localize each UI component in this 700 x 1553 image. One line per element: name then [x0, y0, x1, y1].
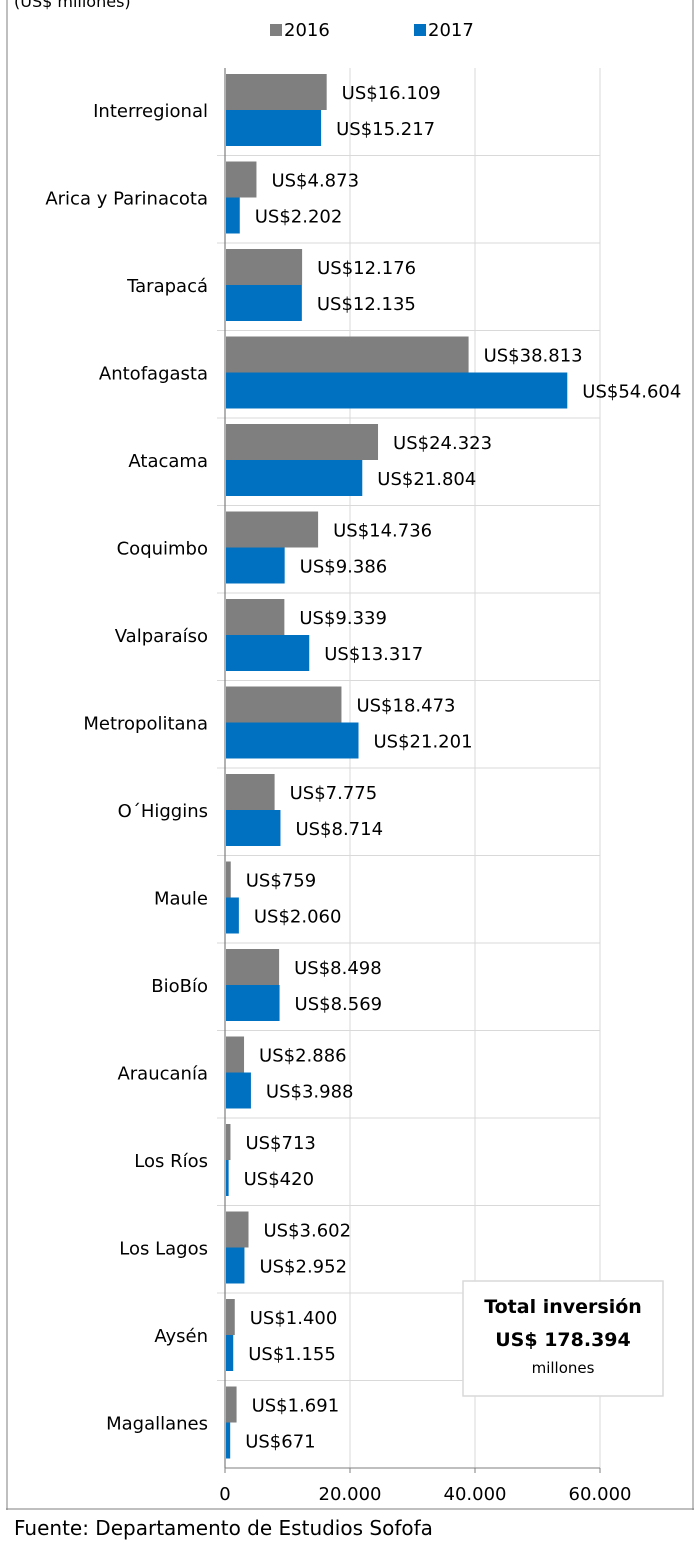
value-label-2016-11: US$2.886: [259, 1046, 347, 1067]
value-label-2017-4: US$21.804: [377, 469, 476, 490]
value-label-2016-15: US$1.691: [252, 1396, 340, 1417]
bar-2017-8: [226, 810, 281, 846]
value-label-2017-12: US$420: [244, 1169, 314, 1190]
bar-2017-15: [226, 1422, 231, 1459]
bar-2016-8: [226, 774, 275, 810]
category-label: Los Ríos: [134, 1151, 208, 1172]
chart-frame: (US$ millones) US$16.109 US$15.217 Interre…: [6, 0, 694, 1552]
bar-2017-10: [226, 985, 280, 1021]
value-label-2017-0: US$15.217: [336, 119, 435, 140]
value-label-2016-12: US$713: [245, 1133, 315, 1154]
category-label: Araucanía: [117, 1064, 208, 1085]
bar-2016-10: [226, 949, 280, 985]
bar-2016-1: [226, 161, 257, 198]
bar-2016-15: [226, 1386, 237, 1423]
value-label-2016-4: US$24.323: [393, 433, 492, 454]
legend-swatch-2016: [270, 24, 282, 36]
bar-chart: US$16.109 US$15.217 Interregional US$4.873 U…: [6, 0, 694, 1510]
x-tick-label: 0: [219, 1484, 230, 1505]
value-label-2016-10: US$8.498: [294, 958, 382, 979]
value-label-2017-15: US$671: [245, 1432, 315, 1453]
category-label: Tarapacá: [126, 276, 208, 297]
category-label: Arica y Parinacota: [45, 189, 208, 210]
bar-2017-2: [226, 285, 302, 321]
value-label-2016-1: US$4.873: [271, 171, 359, 192]
legend-label-2016: 2016: [284, 20, 330, 41]
category-label: BioBío: [151, 976, 208, 997]
value-label-2017-3: US$54.604: [582, 382, 681, 403]
bar-2017-1: [226, 197, 240, 234]
category-label: Maule: [154, 889, 208, 910]
bar-2017-14: [226, 1335, 234, 1371]
category-label: Atacama: [128, 451, 208, 472]
category-label: Magallanes: [106, 1414, 208, 1435]
bar-2017-3: [226, 372, 568, 409]
total-box: [462, 1280, 664, 1397]
category-label: O´Higgins: [118, 801, 208, 822]
bar-2017-0: [226, 110, 322, 146]
value-label-2016-3: US$38.813: [484, 346, 583, 367]
value-label-2016-5: US$14.736: [333, 521, 432, 542]
category-label: Los Lagos: [119, 1239, 208, 1260]
value-label-2016-2: US$12.176: [317, 258, 416, 279]
value-label-2017-7: US$21.201: [374, 732, 473, 753]
value-label-2017-10: US$8.569: [295, 994, 383, 1015]
bar-2016-4: [226, 424, 379, 460]
category-label: Aysén: [154, 1326, 208, 1347]
value-label-2017-8: US$8.714: [295, 819, 383, 840]
total-value: US$ 178.394: [495, 1329, 631, 1351]
bar-2016-2: [226, 249, 303, 285]
value-label-2016-8: US$7.775: [290, 783, 378, 804]
bar-2017-12: [226, 1160, 229, 1196]
bar-2016-0: [226, 74, 327, 110]
category-label: Coquimbo: [117, 539, 208, 560]
header-fragment: (US$ millones): [14, 0, 131, 11]
bar-2016-11: [226, 1036, 245, 1073]
total-title: Total inversión: [484, 1296, 642, 1318]
bar-2017-7: [226, 722, 359, 759]
bar-2017-9: [226, 897, 239, 934]
x-tick-label: 20.000: [319, 1484, 382, 1505]
bar-2017-4: [226, 460, 363, 496]
value-label-2016-14: US$1.400: [250, 1308, 338, 1329]
category-label: Antofagasta: [99, 364, 208, 385]
bar-2017-5: [226, 547, 285, 584]
value-label-2017-5: US$9.386: [300, 557, 388, 578]
bar-2016-6: [226, 599, 285, 635]
legend-swatch-2017: [414, 24, 426, 36]
bar-2016-7: [226, 686, 342, 723]
value-label-2017-2: US$12.135: [317, 294, 416, 315]
bar-2017-11: [226, 1072, 251, 1109]
value-label-2017-14: US$1.155: [248, 1344, 336, 1365]
x-tick-label: 40.000: [444, 1484, 507, 1505]
category-label: Interregional: [93, 101, 208, 122]
value-label-2016-9: US$759: [246, 871, 316, 892]
bar-2016-12: [226, 1124, 231, 1160]
source-note: Fuente: Departamento de Estudios Sofofa: [14, 1516, 433, 1540]
value-label-2017-6: US$13.317: [324, 644, 423, 665]
bar-2016-13: [226, 1211, 249, 1248]
bar-2016-3: [226, 336, 469, 373]
category-label: Metropolitana: [83, 714, 208, 735]
value-label-2017-9: US$2.060: [254, 907, 342, 928]
value-label-2016-6: US$9.339: [299, 608, 387, 629]
value-label-2017-11: US$3.988: [266, 1082, 354, 1103]
bar-2017-6: [226, 635, 310, 671]
value-label-2017-13: US$2.952: [259, 1257, 347, 1278]
value-label-2016-13: US$3.602: [264, 1221, 352, 1242]
category-label: Valparaíso: [115, 626, 208, 647]
x-tick-label: 60.000: [569, 1484, 632, 1505]
legend-label-2017: 2017: [428, 20, 474, 41]
value-label-2016-7: US$18.473: [356, 696, 455, 717]
bar-2017-13: [226, 1247, 245, 1284]
bar-2016-9: [226, 861, 231, 898]
total-unit: millones: [532, 1359, 595, 1377]
value-label-2017-1: US$2.202: [255, 207, 343, 228]
bar-2016-5: [226, 511, 319, 548]
bar-2016-14: [226, 1299, 235, 1335]
value-label-2016-0: US$16.109: [342, 83, 441, 104]
